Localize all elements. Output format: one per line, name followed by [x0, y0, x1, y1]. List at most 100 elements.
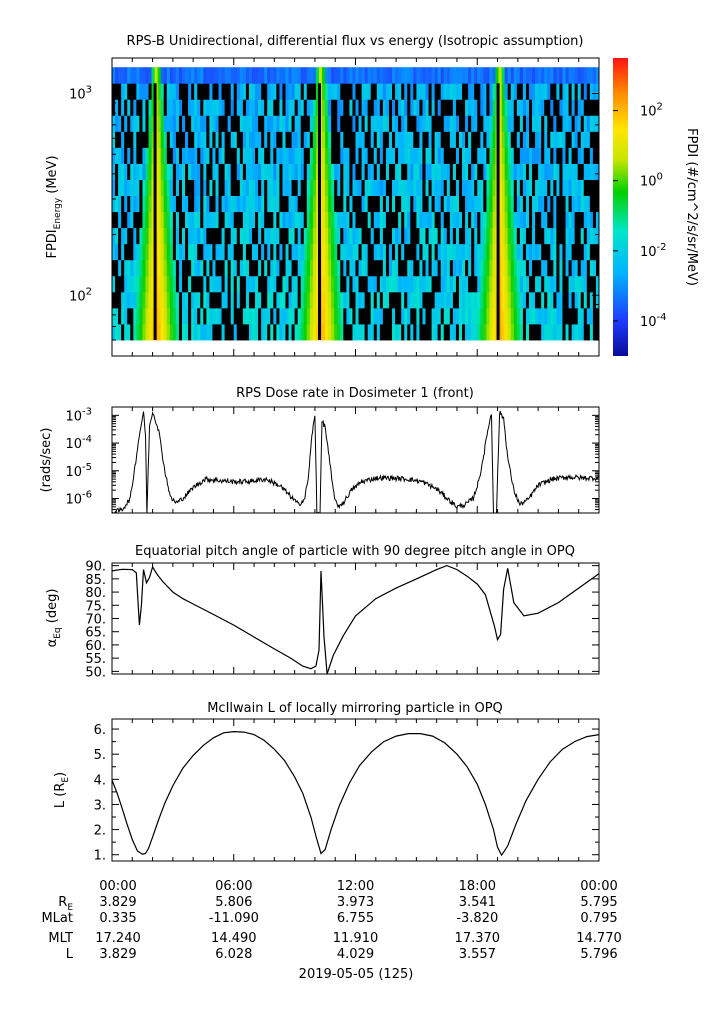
- spectrogram-cell: [337, 83, 341, 100]
- spectrogram-cell: [175, 275, 180, 293]
- dose-series-line: [112, 410, 599, 513]
- spectrogram-cell: [160, 211, 165, 229]
- spectrogram-cell: [118, 275, 122, 293]
- spectrogram-cell: [559, 323, 563, 341]
- spectrogram-cell: [206, 227, 210, 245]
- spectrogram-cell: [118, 147, 122, 164]
- spectrogram-cell: [416, 243, 420, 261]
- spectrogram-cell: [425, 115, 429, 132]
- spectrogram-cell: [139, 131, 143, 148]
- spectrogram-cell: [489, 211, 493, 229]
- spectrogram-cell: [279, 67, 283, 84]
- spectrogram-cell: [300, 67, 305, 84]
- spectrogram-cell: [510, 211, 515, 229]
- spectrogram-cell: [583, 307, 588, 325]
- spectrogram-cell: [547, 243, 551, 261]
- spectrogram-cell: [373, 83, 378, 100]
- spectrogram-cell: [315, 243, 320, 261]
- spectrogram-cell: [382, 147, 387, 164]
- spectrogram-cell: [130, 243, 134, 261]
- spectrogram-cell: [580, 147, 585, 164]
- spectrogram-cell: [291, 163, 296, 180]
- spectrogram-cell: [443, 195, 448, 213]
- spectrogram-cell: [565, 83, 569, 100]
- spectrogram-cell: [285, 259, 289, 277]
- spectrogram-cell: [200, 83, 204, 100]
- y-tick-label: 3.: [94, 798, 106, 813]
- spectrogram-cell: [465, 291, 469, 309]
- spectrogram-cell: [443, 323, 448, 341]
- spectrogram-cell: [285, 179, 289, 197]
- spectrogram-cell: [191, 291, 195, 309]
- spectrogram-cell: [258, 259, 262, 277]
- spectrogram-cell: [133, 67, 137, 84]
- spectrogram-cell: [553, 275, 557, 293]
- spectrogram-cell: [577, 147, 582, 164]
- spectrogram-cell: [358, 211, 362, 229]
- spectrogram-cell: [276, 67, 280, 84]
- spectrogram-cell: [501, 163, 506, 180]
- spectrogram-cell: [489, 227, 493, 245]
- spectrogram-cell: [182, 211, 186, 229]
- ephemeris-value: -3.820: [456, 911, 498, 926]
- spectrogram-cell: [279, 211, 283, 229]
- spectrogram-cell: [516, 275, 521, 293]
- spectrogram-cell: [413, 275, 417, 293]
- spectrogram-cell: [349, 131, 353, 148]
- spectrogram-cell: [172, 259, 177, 277]
- spectrogram-cell: [519, 179, 524, 197]
- spectrogram-cell: [483, 307, 487, 325]
- spectrogram-cell: [163, 259, 168, 277]
- spectrogram-cell: [361, 211, 366, 229]
- spectrogram-cell: [577, 323, 582, 341]
- spectrogram-cell: [547, 99, 551, 116]
- spectrogram-cell: [468, 259, 472, 277]
- spectrogram-cell: [349, 243, 353, 261]
- spectrogram-cell: [586, 115, 591, 132]
- spectrogram-cell: [568, 83, 572, 100]
- spectrogram-cell: [498, 147, 502, 164]
- spectrogram-cell: [178, 179, 183, 197]
- spectrogram-cell: [121, 227, 125, 245]
- spectrogram-cell: [465, 323, 469, 341]
- spectrogram-cell: [255, 211, 259, 229]
- spectrogram-cell: [151, 211, 156, 229]
- colorbar-tick-label: 10-4: [640, 312, 667, 330]
- spectrogram-cell: [279, 275, 283, 293]
- spectrogram-cell: [422, 67, 426, 84]
- spectrogram-cell: [565, 275, 569, 293]
- spectrogram-cell: [583, 227, 588, 245]
- spectrogram-cell: [127, 115, 131, 132]
- spectrogram-cell: [595, 99, 599, 116]
- spectrogram-cell: [248, 115, 253, 132]
- spectrogram-cell: [437, 243, 442, 261]
- spectrogram-cell: [550, 115, 554, 132]
- spectrogram-cell: [489, 323, 493, 341]
- spectrogram-cell: [230, 195, 235, 213]
- spectrogram-cell: [282, 163, 286, 180]
- spectrogram-cell: [340, 179, 344, 197]
- spectrogram-cell: [285, 115, 289, 132]
- spectrogram-cell: [416, 115, 420, 132]
- spectrogram-cell: [370, 227, 375, 245]
- spectrogram-cell: [443, 163, 448, 180]
- spectrogram-cell: [182, 99, 186, 116]
- spectrogram-cell: [197, 83, 201, 100]
- spectrogram-cell: [492, 131, 496, 148]
- spectrogram-cell: [331, 291, 335, 309]
- spectrogram-cell: [252, 323, 256, 341]
- spectrogram-cell: [510, 243, 515, 261]
- spectrogram-cell: [148, 275, 152, 293]
- spectrogram-cell: [288, 163, 292, 180]
- spectrogram-cell: [294, 259, 299, 277]
- spectrogram-cell: [410, 163, 414, 180]
- spectrogram-cell: [553, 307, 557, 325]
- spectrogram-cell: [145, 211, 149, 229]
- spectrogram-cell: [376, 115, 381, 132]
- spectrogram-cell: [504, 163, 509, 180]
- spectrogram-cell: [583, 291, 588, 309]
- spectrogram-cell: [221, 211, 226, 229]
- spectrogram-cell: [188, 163, 192, 180]
- spectrogram-cell: [115, 179, 119, 197]
- spectrogram-cell: [315, 179, 320, 197]
